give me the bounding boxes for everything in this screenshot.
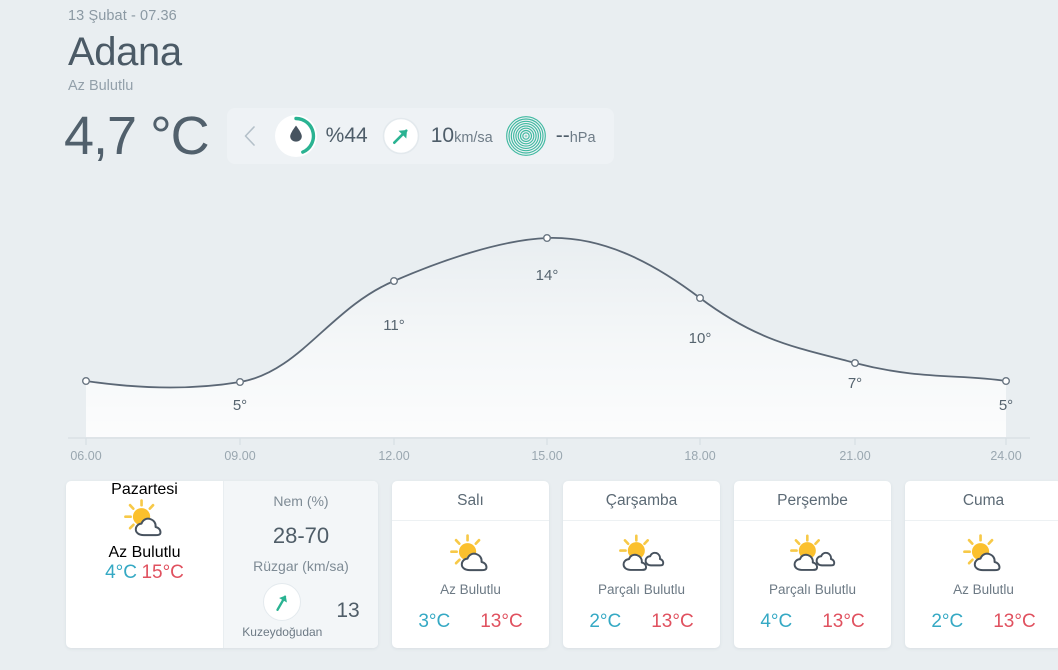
chart-point-label: 10° [689,330,712,347]
wind-title: Rüzgar (km/sa) [253,558,349,574]
sun-cloud-icon [122,499,168,544]
current-conditions-row: 4,7 °C [64,108,614,164]
x-axis-tick-label: 06.00 [70,449,101,463]
x-axis-tick-label: 24.00 [990,449,1021,463]
chart-point [1002,376,1011,385]
humidity-range: 28-70 [272,523,330,548]
chevron-left-icon[interactable] [237,125,263,147]
day-name: Çarşamba [563,481,720,521]
temp-min: 3°C [418,611,451,632]
pressure-rings-icon [505,116,546,156]
wind-dial [380,115,422,157]
current-temperature: 4,7 °C [64,106,210,166]
temp-max: 13°C [993,611,1036,632]
sun-two-clouds-icon [617,533,667,575]
day-name: Cuma [905,481,1058,521]
forecast-cards: Pazartesi Az Bulutlu 4°C 1 [66,481,1058,648]
pressure-number: -- [555,124,570,147]
chart-point [235,377,244,386]
chart-point-label: 5° [999,397,1013,414]
wind-detail-row: Kuzeydoğudan 13 [242,583,360,639]
x-axis-tick-label: 15.00 [531,449,562,463]
hourly-temperature-chart: 5° 11° 14° 10° 7° 5° [0,188,1058,474]
humidity-metric[interactable]: %44 [274,115,368,157]
humidity-title: Nem (%) [273,493,329,509]
forecast-card-cuma[interactable]: Cuma Az Bulutlu 2°C 13°C [905,481,1058,648]
day-temps: 2°C 13°C [931,611,1035,647]
pressure-metric[interactable]: --hPa [505,115,596,157]
monday-summary: Pazartesi Az Bulutlu 4°C 1 [66,481,223,648]
x-axis-tick-label: 21.00 [839,449,870,463]
day-condition: Parçalı Bulutlu [768,582,857,597]
x-axis-tick-label: 18.00 [684,449,715,463]
wind-arrow-icon [263,583,302,621]
temp-min: 4°C [105,562,137,583]
wind-arrow-icon [382,117,420,155]
day-condition: Az Bulutlu [440,582,501,597]
temp-min: 4°C [760,611,793,632]
chart-point [543,234,552,243]
day-name: Perşembe [734,481,891,521]
temp-max: 13°C [822,611,865,632]
chart-point-label: 5° [233,397,247,414]
chart-point-markers [81,234,1011,386]
date-time-label: 13 Şubat - 07.36 [68,8,177,24]
chart-point-label: 11° [383,317,405,334]
sun-two-clouds-icon [788,533,838,575]
day-temps: 3°C 13°C [418,611,522,647]
wind-metric[interactable]: 10km/sa [380,115,493,157]
x-axis-tick-label: 12.00 [378,449,409,463]
wind-speed: 10 [430,124,455,147]
wind-direction-label: Kuzeydoğudan [242,625,323,639]
monday-details: Nem (%) 28-70 Rüzgar (km/sa) [223,481,378,648]
day-condition: Az Bulutlu [953,582,1014,597]
temp-max: 15°C [141,562,184,583]
temp-min: 2°C [589,611,622,632]
temp-max: 13°C [480,611,523,632]
chart-point-label: 7° [848,375,862,392]
forecast-card-persembe[interactable]: Perşembe Parçalı Bulutlu 4°C 13°C [734,481,891,648]
forecast-card-monday[interactable]: Pazartesi Az Bulutlu 4°C 1 [66,481,378,648]
pressure-value: --hPa [556,124,596,148]
chart-point [81,376,90,385]
day-condition: Az Bulutlu [108,544,181,561]
chart-point-label: 14° [536,267,559,284]
pressure-unit: hPa [569,130,596,146]
temp-max: 13°C [651,611,694,632]
day-name: Salı [392,481,549,521]
day-temps: 4°C 15°C [105,562,184,584]
forecast-card-carsamba[interactable]: Çarşamba Parçalı Bulutlu 2°C 13°C [563,481,720,648]
day-name: Pazartesi [111,481,178,498]
x-axis-tick-label: 09.00 [224,449,255,463]
humidity-value: %44 [325,124,368,147]
wind-unit: km/sa [454,130,493,146]
current-condition-label: Az Bulutlu [68,77,134,94]
water-drop-icon [289,125,302,147]
chart-area-fill [86,237,1006,437]
forecast-card-sali[interactable]: Salı Az Bulutlu 3°C 13°C [392,481,549,648]
sun-cloud-icon [961,533,1007,575]
temp-min: 2°C [931,611,964,632]
city-name: Adana [68,30,182,74]
day-condition: Parçalı Bulutlu [597,582,686,597]
sun-cloud-icon [448,533,494,575]
chart-point [390,276,399,285]
location-header: 13 Şubat - 07.36 Adana Az Bulutlu [68,8,182,94]
day-temps: 2°C 13°C [589,611,693,647]
chart-point [696,293,705,302]
day-temps: 4°C 13°C [760,611,864,647]
wind-speed-value: 13 [336,599,360,622]
chart-point [851,358,860,367]
chart-axis-ticks [85,438,1007,445]
wind-value: 10km/sa [431,124,493,148]
pressure-dial [505,115,547,157]
humidity-dial [274,115,317,157]
metrics-panel: %44 10km/sa [226,108,614,164]
humidity-arc [276,116,315,156]
